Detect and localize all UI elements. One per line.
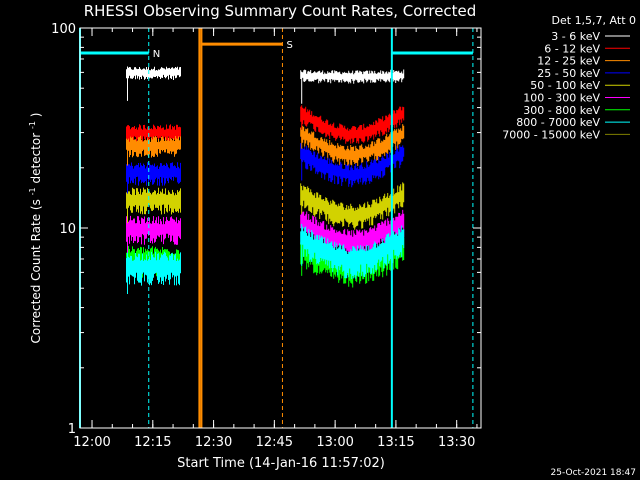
- legend-entry-5: 50 - 100 keV: [530, 79, 600, 92]
- chart-title: RHESSI Observing Summary Count Rates, Co…: [84, 2, 477, 20]
- x-axis-label: Start Time (14-Jan-16 11:57:02): [177, 456, 385, 471]
- x-tick-label: 12:45: [256, 435, 293, 450]
- x-tick-label: 12:15: [134, 435, 171, 450]
- legend-entry-9: 7000 - 15000 keV: [502, 128, 600, 141]
- series-1-segment-2: [300, 69, 405, 104]
- y-axis-label-sup2: -1: [28, 121, 37, 129]
- x-tick-label: 13:00: [316, 435, 353, 450]
- legend-entry-3: 12 - 25 keV: [537, 55, 600, 68]
- y-axis-label: Corrected Count Rate (s -1 detector -1 ): [24, 113, 43, 344]
- series-8-segment-2: [300, 223, 405, 279]
- series-6-segment-1: [126, 215, 181, 257]
- series-3-segment-2: [300, 124, 405, 167]
- y-tick-label: 100: [51, 22, 76, 37]
- legend-entry-7: 300 - 800 keV: [523, 104, 600, 117]
- legend-entry-8: 800 - 7000 keV: [516, 116, 600, 129]
- y-axis-label-sup1: -1: [28, 187, 37, 195]
- series-2-segment-2: [300, 105, 405, 144]
- y-axis-label-end: ): [29, 113, 43, 118]
- x-tick-label: 13:30: [438, 435, 475, 450]
- plot-area: N S 1 10 100 12:00 12:15 12:30 12:45 13:00 13:15 13…: [51, 22, 482, 450]
- y-axis-label-mid: detector: [29, 133, 43, 184]
- series-4-segment-2: [300, 143, 405, 188]
- x-tick-label: 13:15: [377, 435, 414, 450]
- annotation-label-N: N: [153, 49, 160, 60]
- series-5-segment-2: [300, 182, 405, 230]
- series-3-segment-1: [126, 135, 181, 174]
- y-tick-label: 10: [59, 222, 76, 237]
- legend-entry-2: 6 - 12 keV: [544, 42, 600, 55]
- series-4-segment-1: [126, 162, 181, 201]
- annotation-label-S: S: [286, 40, 292, 51]
- series-5-segment-1: [126, 187, 181, 228]
- y-axis-label-main: Corrected Count Rate (s: [29, 199, 43, 343]
- y-tick-label: 1: [68, 422, 76, 437]
- legend-title: Det 1,5,7, Att 0: [552, 14, 636, 27]
- series-8-segment-1: [126, 251, 181, 294]
- legend-entry-1: 3 - 6 keV: [551, 30, 600, 43]
- x-tick-label: 12:00: [73, 435, 110, 450]
- x-tick-label: 12:30: [195, 435, 232, 450]
- legend-entry-4: 25 - 50 keV: [537, 67, 600, 80]
- series-2-segment-1: [126, 124, 181, 162]
- footer-timestamp: 25-Oct-2021 18:47: [551, 468, 636, 478]
- series-1-segment-1: [126, 66, 181, 101]
- legend-entry-6: 100 - 300 keV: [523, 92, 600, 105]
